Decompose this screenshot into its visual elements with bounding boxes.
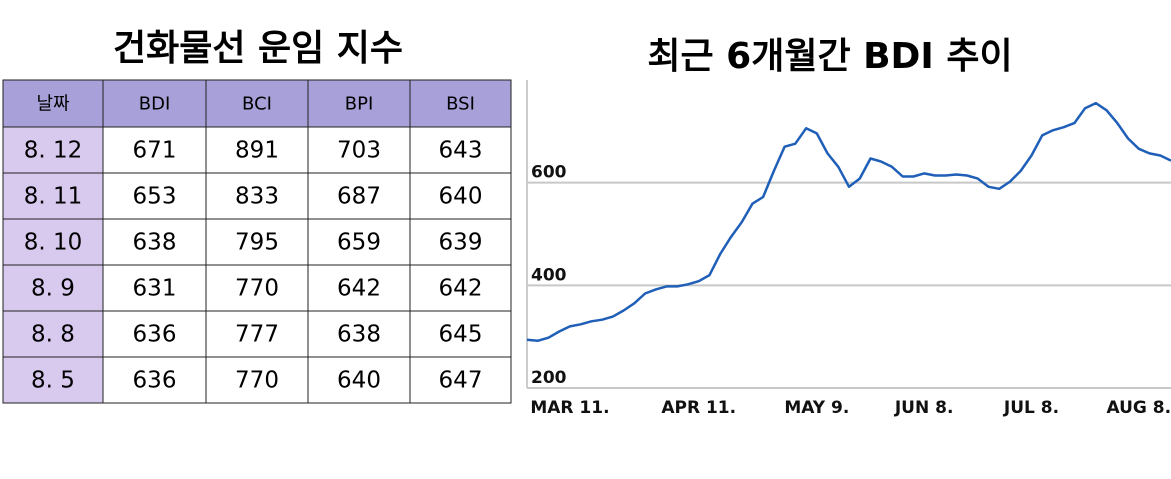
cell-text: 639	[439, 230, 483, 256]
cell	[307, 356, 411, 404]
y-tick-label: 200	[531, 368, 567, 388]
cell	[409, 218, 512, 266]
cell	[205, 218, 309, 266]
cell-text: 636	[133, 368, 177, 394]
cell	[2, 356, 104, 404]
header-text: BSI	[446, 94, 475, 115]
cell	[307, 218, 411, 266]
header-cell	[102, 79, 207, 128]
cell	[205, 310, 309, 358]
cell	[2, 264, 104, 312]
cell-text: 647	[439, 368, 483, 394]
header-cell	[205, 79, 309, 128]
cell-text: 640	[337, 368, 381, 394]
cell-text: 8. 11	[24, 184, 83, 210]
table: 날짜 BDI BCI BPI BSI 8. 12 671 891 703 643 8. 11 653 8…	[2, 79, 512, 404]
x-tick-label: APR 11.	[661, 398, 736, 418]
cell	[409, 126, 512, 174]
cell-text: 770	[235, 276, 279, 302]
cell	[205, 264, 309, 312]
cell	[2, 218, 104, 266]
header-text: BDI	[139, 94, 171, 115]
cell-text: 642	[337, 276, 381, 302]
cell-text: 8. 12	[24, 138, 83, 164]
cell	[102, 310, 207, 358]
cell-text: 770	[235, 368, 279, 394]
cell-text: 795	[235, 230, 279, 256]
cell-text: 671	[133, 138, 177, 164]
cell-text: 638	[337, 322, 381, 348]
cell-text: 8. 10	[24, 230, 83, 256]
x-tick-label: AUG 8.	[1106, 398, 1171, 418]
cell	[409, 356, 512, 404]
cell-text: 687	[337, 184, 381, 210]
cell	[2, 126, 104, 174]
cell	[409, 264, 512, 312]
header-text: BCI	[242, 94, 272, 115]
chart: 200 400 600 MAR 11. APR 11. MAY 9. JUN 8. JUL 8…	[526, 80, 1171, 418]
cell	[409, 310, 512, 358]
cell-text: 8. 8	[31, 322, 75, 348]
cell	[205, 126, 309, 174]
cell-text: 643	[439, 138, 483, 164]
cell-text: 645	[439, 322, 483, 348]
cell-text: 777	[235, 322, 279, 348]
cell-text: 891	[235, 138, 279, 164]
cell-text: 636	[133, 322, 177, 348]
cell	[102, 172, 207, 220]
header-cell	[2, 79, 104, 128]
cell-text: 703	[337, 138, 381, 164]
x-tick-label: JUN 8.	[894, 398, 954, 418]
cell-text: 638	[133, 230, 177, 256]
table-title: 건화물선 운임 지수	[113, 28, 403, 69]
header-text: 날짜	[36, 94, 70, 115]
cell-text: 631	[133, 276, 177, 302]
cell-text: 8. 5	[31, 368, 75, 394]
cell-text: 642	[439, 276, 483, 302]
cell	[307, 172, 411, 220]
cell-text: 640	[439, 184, 483, 210]
chart-title: 최근 6개월간 BDI 추이	[647, 36, 1012, 77]
cell	[102, 218, 207, 266]
cell-text: 833	[235, 184, 279, 210]
header-cell	[307, 79, 411, 128]
x-tick-label: MAR 11.	[530, 398, 609, 418]
y-tick-label: 400	[531, 265, 567, 285]
y-tick-label: 600	[531, 163, 567, 183]
x-tick-label: JUL 8.	[1003, 398, 1059, 418]
x-tick-label: MAY 9.	[784, 398, 849, 418]
cell	[307, 310, 411, 358]
cell-text: 8. 9	[31, 276, 75, 302]
cell-text: 653	[133, 184, 177, 210]
data-line	[526, 101, 1171, 343]
cell	[102, 264, 207, 312]
cell-text: 659	[337, 230, 381, 256]
header-text: BPI	[345, 94, 374, 115]
